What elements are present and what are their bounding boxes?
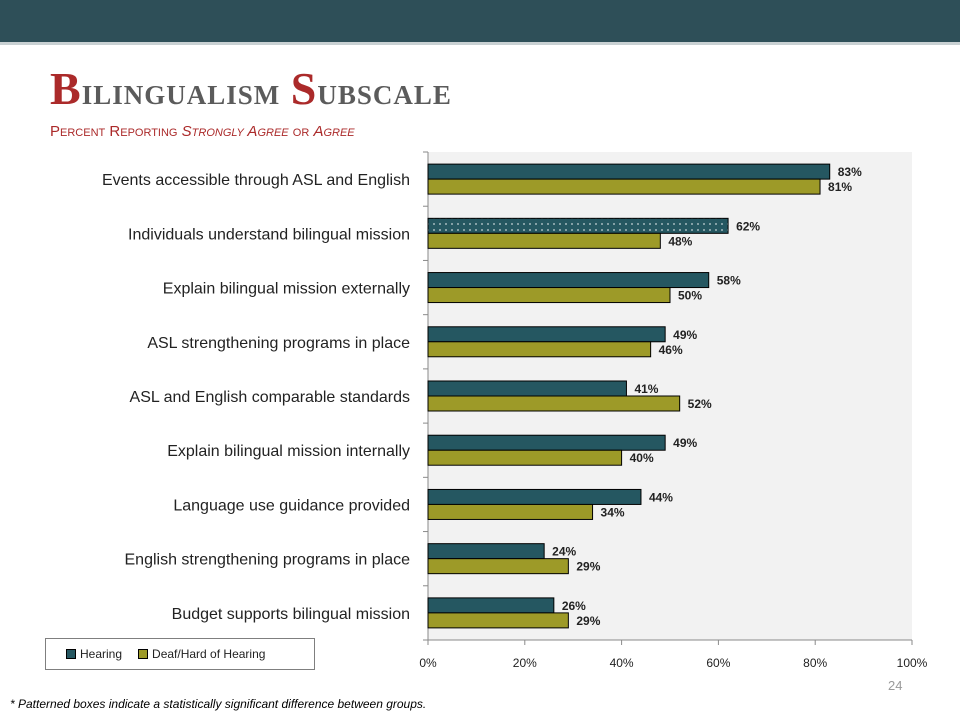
data-label: 46% [659, 343, 683, 357]
footnote: * Patterned boxes indicate a statistical… [10, 697, 427, 711]
legend-label-deaf: Deaf/Hard of Hearing [152, 647, 266, 661]
data-label: 34% [601, 505, 625, 519]
data-label: 26% [562, 599, 586, 613]
legend-entry-deaf: Deaf/Hard of Hearing [138, 647, 265, 661]
title-initial: S [290, 63, 318, 114]
data-label: 24% [552, 545, 576, 559]
bar-hearing [427, 543, 545, 560]
data-label: 52% [688, 397, 712, 411]
bar-hearing [427, 434, 666, 451]
bar-hearing [427, 597, 555, 614]
bar-deaf [427, 232, 661, 249]
data-label: 49% [673, 328, 697, 342]
data-label: 29% [576, 614, 600, 628]
x-tick-label: 80% [803, 656, 827, 670]
bar-deaf [427, 395, 681, 412]
bar-deaf [427, 287, 671, 304]
data-label: 29% [576, 560, 600, 574]
bar-hearing [427, 217, 729, 234]
bar-hearing [427, 380, 627, 397]
page-number: 24 [888, 678, 903, 693]
category-label: Budget supports bilingual mission [172, 606, 410, 623]
bar-hearing [427, 163, 831, 180]
banner-underline [0, 42, 960, 45]
category-label: ASL and English comparable standards [130, 389, 410, 406]
bar-deaf [427, 449, 623, 466]
data-label: 44% [649, 490, 673, 504]
bar-deaf [427, 612, 569, 629]
x-tick-label: 60% [706, 656, 730, 670]
data-label: 83% [838, 165, 862, 179]
top-banner [0, 0, 960, 42]
bar-deaf [427, 558, 569, 575]
subtitle-part: Percent Reporting [50, 123, 182, 140]
subtitle-part: or [288, 123, 314, 140]
legend-entry-hearing: Hearing [66, 647, 122, 661]
data-label: 49% [673, 436, 697, 450]
legend-label-hearing: Hearing [80, 647, 123, 661]
data-label: 62% [736, 219, 760, 233]
title-rest: ubscale [317, 71, 452, 113]
category-label: English strengthening programs in place [125, 552, 411, 569]
subtitle-part-italic: Agree [313, 123, 355, 140]
x-tick-label: 100% [897, 656, 928, 670]
bar-deaf [427, 178, 821, 195]
bar-hearing [427, 488, 642, 505]
bar-deaf [427, 341, 652, 358]
bar-hearing [427, 326, 666, 343]
x-tick-label: 40% [610, 656, 634, 670]
category-label: ASL strengthening programs in place [147, 335, 410, 352]
category-label: Explain bilingual mission internally [167, 443, 410, 460]
category-label: Events accessible through ASL and Englis… [102, 172, 410, 189]
category-label: Individuals understand bilingual mission [128, 226, 410, 243]
legend-swatch-deaf [138, 649, 149, 659]
slide-title: Bilingualism Subscale [50, 66, 452, 112]
x-tick-label: 20% [513, 656, 537, 670]
data-label: 50% [678, 289, 702, 303]
category-label: Explain bilingual mission externally [163, 281, 410, 298]
data-label: 40% [630, 451, 654, 465]
data-label: 81% [828, 180, 852, 194]
bar-hearing [427, 272, 710, 289]
chart-legend: Hearing Deaf/Hard of Hearing [45, 638, 315, 670]
title-initial: B [50, 63, 82, 114]
bar-deaf [427, 503, 594, 520]
data-label: 48% [668, 234, 692, 248]
legend-swatch-hearing [66, 649, 76, 659]
category-label: Language use guidance provided [173, 497, 410, 514]
subtitle-part-italic: Strongly Agree [181, 123, 289, 140]
x-tick-label: 0% [419, 656, 437, 670]
data-label: 41% [634, 382, 658, 396]
slide-subtitle: Percent Reporting Strongly Agree or Agre… [50, 124, 355, 139]
title-rest: ilingualism [81, 71, 291, 113]
data-label: 58% [717, 274, 741, 288]
